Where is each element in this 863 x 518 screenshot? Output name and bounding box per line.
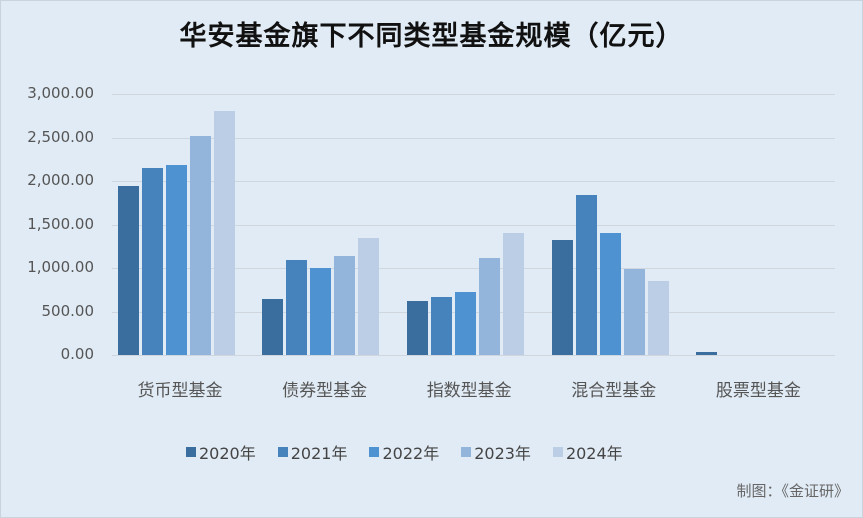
legend-item: 2021年 <box>277 440 348 464</box>
legend-label: 2022年 <box>382 444 440 463</box>
x-category-label: 债券型基金 <box>282 381 368 401</box>
legend-label: 2024年 <box>565 444 623 463</box>
gridline <box>112 355 835 356</box>
plot-area <box>112 94 835 356</box>
y-tick-label: 2,000.00 <box>27 171 94 189</box>
legend-label: 2023年 <box>474 444 531 463</box>
bar <box>503 232 524 355</box>
bar <box>575 194 597 355</box>
legend-item: 2023年 <box>461 440 531 464</box>
bar <box>262 298 284 355</box>
x-category-label: 股票型基金 <box>715 381 801 401</box>
bar <box>334 255 356 355</box>
bar <box>647 281 669 355</box>
bar <box>165 164 187 355</box>
legend-swatch-icon <box>552 447 563 457</box>
legend-label: 2021年 <box>290 444 348 463</box>
bar <box>479 258 500 355</box>
bar <box>189 135 211 355</box>
y-tick-label: 1,000.00 <box>27 258 94 276</box>
bar <box>599 232 621 355</box>
chart-title: 华安基金旗下不同类型基金规模（亿元） <box>179 21 684 52</box>
legend-item: 2024年 <box>552 440 623 464</box>
gridline <box>112 137 835 139</box>
y-tick-label: 3,000.00 <box>27 84 94 102</box>
gridline <box>112 94 835 95</box>
bar <box>117 186 139 355</box>
legend-label: 2020年 <box>199 444 256 463</box>
y-tick-label: 2,500.00 <box>27 127 94 146</box>
bar <box>551 240 573 355</box>
bar <box>455 291 476 355</box>
y-tick-label: 1,500.00 <box>27 214 94 233</box>
bar <box>407 301 428 355</box>
gridline <box>112 181 835 182</box>
y-tick-label: 500.00 <box>41 301 95 320</box>
y-tick-label: 0.00 <box>60 345 94 363</box>
legend-swatch-icon <box>277 447 288 457</box>
legend-swatch-icon <box>369 447 380 457</box>
bar <box>696 352 718 355</box>
bar <box>358 238 380 355</box>
gridline <box>112 224 835 226</box>
x-category-label: 货币型基金 <box>137 381 223 401</box>
bar <box>213 110 235 355</box>
gridline <box>112 268 835 269</box>
x-category-label: 指数型基金 <box>426 381 512 401</box>
legend-item: 2020年 <box>186 440 256 464</box>
bar <box>310 268 332 355</box>
legend-swatch-icon <box>461 447 472 457</box>
source-note: 制图：《金证研》 <box>736 482 849 500</box>
legend: 2020年 2021年 2022年 2023年 2024年 <box>186 440 623 464</box>
bar <box>431 296 452 355</box>
legend-item: 2022年 <box>369 440 439 464</box>
bar <box>141 167 163 355</box>
x-category-label: 混合型基金 <box>571 381 657 401</box>
bar <box>623 268 645 355</box>
bar <box>286 259 308 355</box>
legend-swatch-icon <box>186 447 196 457</box>
